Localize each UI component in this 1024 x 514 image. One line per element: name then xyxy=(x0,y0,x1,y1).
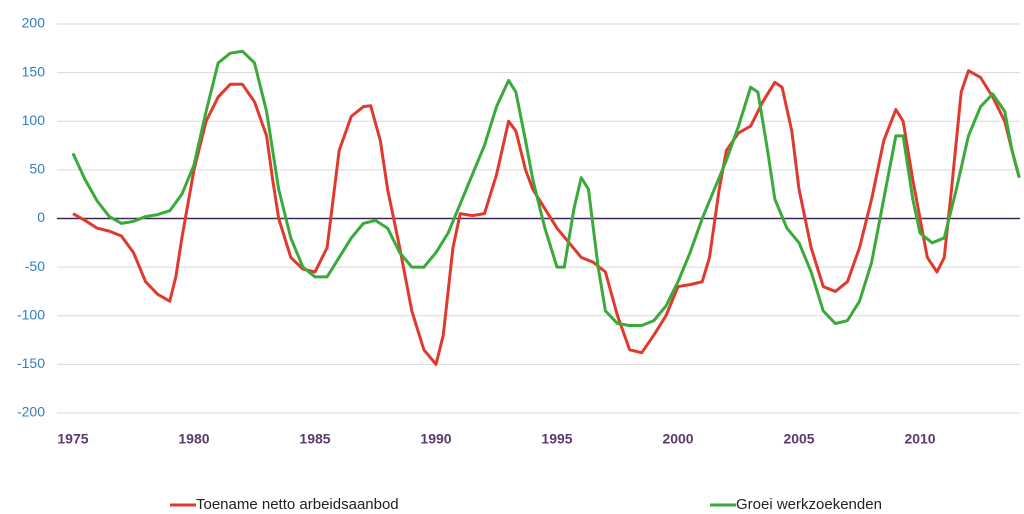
x-tick-label: 2000 xyxy=(662,431,693,447)
y-tick-label: 200 xyxy=(22,15,46,31)
y-tick-label: -150 xyxy=(17,355,45,371)
y-tick-label: -50 xyxy=(25,258,45,274)
x-tick-label: 2005 xyxy=(783,431,814,447)
y-tick-label: -200 xyxy=(17,404,45,420)
series-line xyxy=(72,69,1021,366)
legend-label: Toename netto arbeidsaanbod xyxy=(196,496,399,513)
x-tick-label: 1995 xyxy=(541,431,572,447)
y-tick-label: -100 xyxy=(17,306,45,322)
y-tick-label: 50 xyxy=(29,161,45,177)
x-tick-label: 1980 xyxy=(178,431,209,447)
x-tick-label: 1990 xyxy=(420,431,451,447)
y-tick-label: 150 xyxy=(22,63,46,79)
x-tick-label: 1985 xyxy=(299,431,330,447)
y-tick-label: 0 xyxy=(37,209,45,225)
y-tick-label: 100 xyxy=(22,112,46,128)
legend-label: Groei werkzoekenden xyxy=(736,496,882,513)
x-tick-label: 2010 xyxy=(904,431,935,447)
series-line xyxy=(71,49,1021,327)
x-tick-label: 1975 xyxy=(57,431,88,447)
